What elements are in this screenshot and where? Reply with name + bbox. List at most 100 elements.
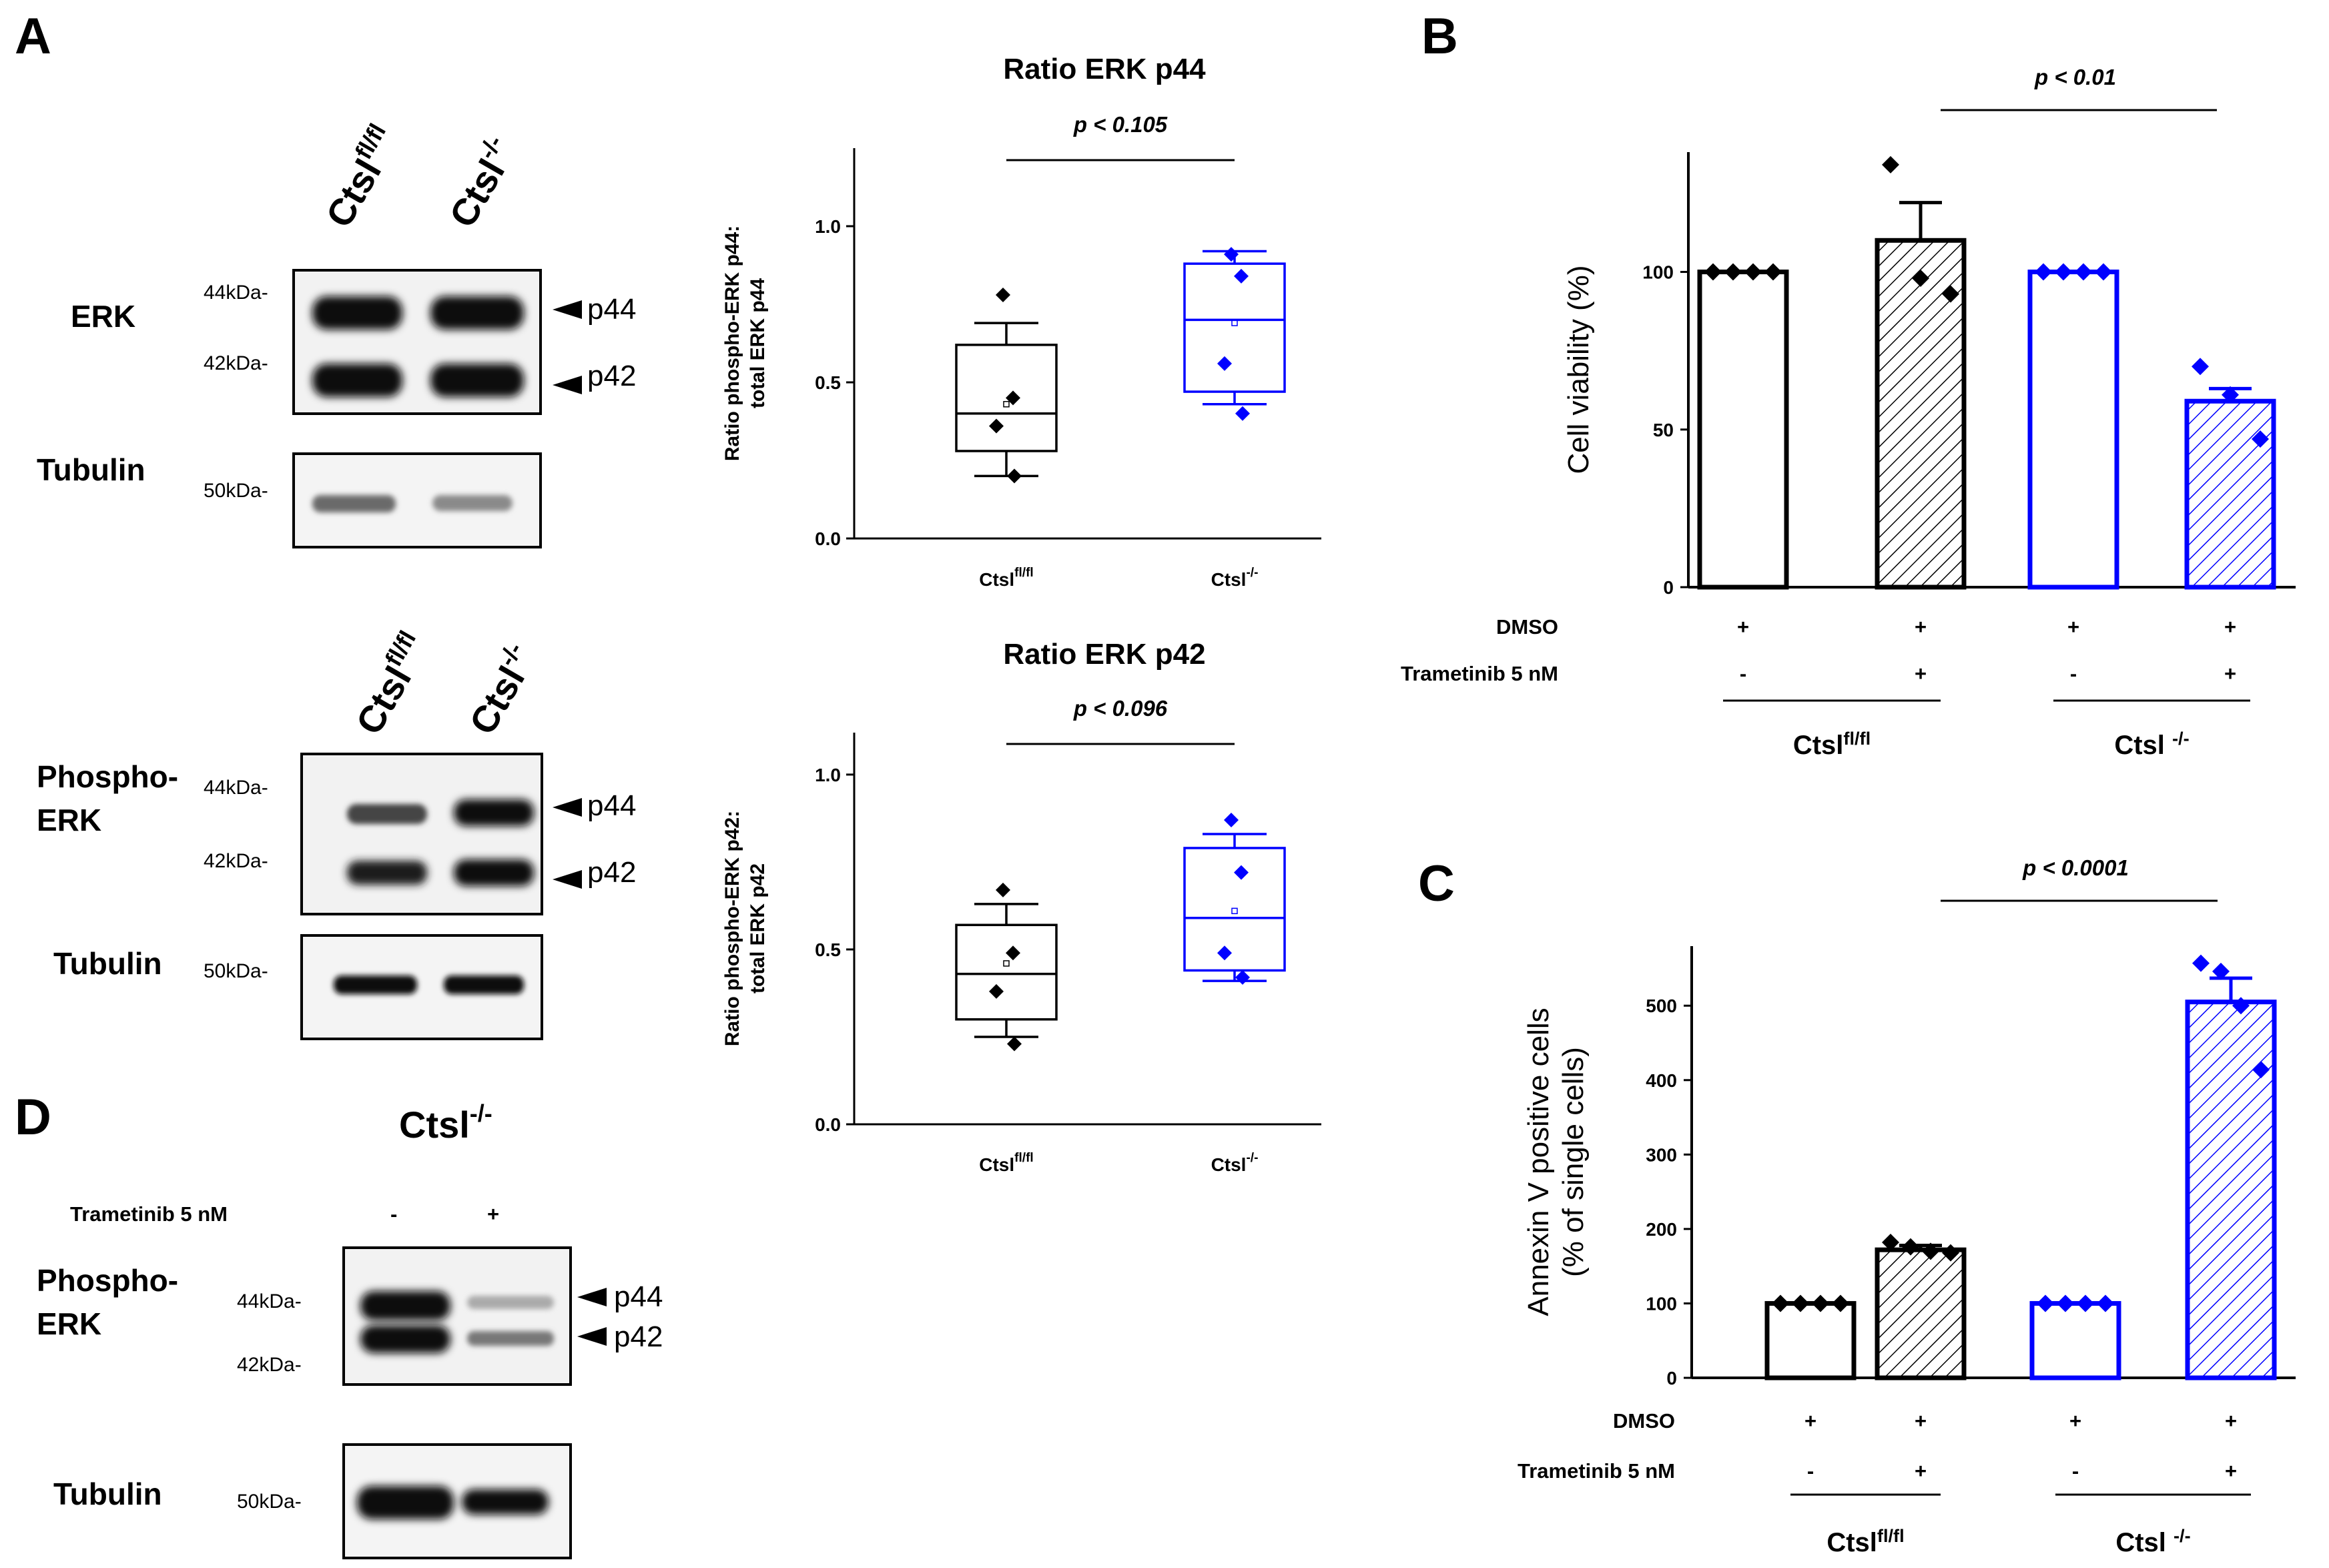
data-point bbox=[1744, 263, 1762, 281]
y-axis-label: Annexin V positive cells(% of single cel… bbox=[1522, 1008, 1590, 1316]
p-value-label: p < 0.01 bbox=[2034, 65, 2116, 89]
perk-p42-band-ko bbox=[454, 859, 534, 886]
mean-marker bbox=[1003, 401, 1010, 408]
condition-label-trametinib: Trametinib 5 nM bbox=[1401, 662, 1558, 685]
y-tick-label: 100 bbox=[1646, 1293, 1677, 1314]
box bbox=[1183, 847, 1286, 972]
data-point bbox=[2035, 263, 2052, 281]
panel-label-b: B bbox=[1421, 8, 1458, 65]
data-point bbox=[2222, 386, 2239, 404]
data-point bbox=[1234, 268, 1249, 284]
p42-arrow bbox=[577, 1327, 607, 1346]
data-point bbox=[1704, 263, 1722, 281]
p44-arrow bbox=[553, 300, 582, 319]
dmso-sign: + bbox=[2069, 1409, 2081, 1433]
data-point bbox=[996, 287, 1010, 302]
y-tick-label: 0 bbox=[1666, 1368, 1677, 1389]
phospho-erk-label-line1: Phospho- bbox=[37, 759, 178, 794]
lane-label-ctsl-ko: Ctsl-/- bbox=[458, 637, 545, 741]
data-point bbox=[1724, 263, 1742, 281]
box-chart-erk-p44: Ratio ERK p44 p < 0.105 0.0 0.5 1.0 Ratio pho… bbox=[721, 53, 1321, 590]
lane-label-ctsl-fl: Ctslfl/fl bbox=[344, 626, 438, 741]
group-label: Ctsl -/- bbox=[2115, 1525, 2190, 1557]
condition-label-dmso: DMSO bbox=[1496, 615, 1558, 639]
dmso-sign: + bbox=[1915, 615, 1927, 639]
box bbox=[1183, 262, 1286, 393]
dmso-sign: + bbox=[1804, 1409, 1816, 1433]
kda-44-marker: 44kDa- bbox=[204, 282, 268, 304]
kda-44-marker: 44kDa- bbox=[204, 777, 268, 799]
data-point bbox=[2252, 430, 2269, 448]
bar bbox=[1875, 1247, 1967, 1381]
trametinib-label: Trametinib 5 nM bbox=[70, 1202, 228, 1226]
group-label: Ctsl -/- bbox=[2114, 728, 2189, 760]
bar bbox=[1697, 270, 1789, 590]
kda-50-marker: 50kDa- bbox=[237, 1491, 302, 1513]
perk-p44-band-dmso bbox=[360, 1291, 450, 1320]
y-tick-label: 0.0 bbox=[815, 1114, 841, 1135]
data-point bbox=[1007, 1036, 1022, 1052]
perk-p42-band-fl bbox=[347, 861, 427, 885]
data-point bbox=[1007, 468, 1022, 484]
perk-p42-band-tram bbox=[467, 1331, 554, 1346]
phospho-erk-label-line2: ERK bbox=[37, 1306, 101, 1341]
kda-42-marker: 42kDa- bbox=[204, 850, 268, 872]
erk-p44-band-ko bbox=[430, 296, 524, 330]
condition-label-trametinib: Trametinib 5 nM bbox=[1518, 1459, 1675, 1483]
panel-label-a: A bbox=[15, 8, 51, 65]
data-point bbox=[989, 984, 1004, 999]
p-value-label: p < 0.096 bbox=[1073, 696, 1168, 721]
data-point bbox=[1902, 1238, 1919, 1256]
data-point bbox=[2192, 358, 2209, 376]
trametinib-sign: + bbox=[2224, 662, 2236, 685]
perk-p42-band-dmso bbox=[360, 1325, 450, 1353]
x-category-label: Ctslfl/fl bbox=[979, 566, 1033, 590]
erk-p44-band-fl bbox=[312, 296, 402, 330]
bar-chart-cell-viability: 0 50 100 Cell viability (%) + - + + + - + + DMSO Tram… bbox=[1401, 65, 2296, 760]
kda-42-marker: 42kDa- bbox=[204, 352, 268, 374]
data-point bbox=[1942, 285, 1959, 303]
p44-arrow bbox=[577, 1288, 607, 1306]
data-point bbox=[1224, 813, 1239, 828]
y-tick-label: 0.5 bbox=[815, 372, 841, 393]
data-point bbox=[1942, 1244, 1959, 1262]
data-point bbox=[989, 418, 1004, 434]
blot-a-bottom: Ctslfl/fl Ctsl-/- Phospho- ERK 44kDa- 42… bbox=[37, 626, 636, 1040]
p42-arrow bbox=[553, 376, 582, 394]
data-point bbox=[2077, 1294, 2094, 1312]
phospho-erk-label-line2: ERK bbox=[37, 803, 101, 837]
y-tick-label: 0 bbox=[1663, 577, 1674, 598]
p-value-label: p < 0.0001 bbox=[2022, 855, 2129, 880]
data-point bbox=[1006, 945, 1020, 961]
data-point bbox=[1922, 1242, 1939, 1260]
x-category-label: Ctsl-/- bbox=[1211, 1151, 1259, 1175]
data-point bbox=[2252, 1061, 2270, 1079]
data-point bbox=[2232, 997, 2250, 1015]
group-label: Ctslfl/fl bbox=[1793, 728, 1871, 760]
mean-marker bbox=[1231, 907, 1238, 915]
p42-label: p42 bbox=[587, 856, 636, 889]
data-point bbox=[2055, 263, 2072, 281]
condition-label-dmso: DMSO bbox=[1613, 1409, 1675, 1433]
trametinib-sign: - bbox=[1740, 662, 1746, 685]
x-category-label: Ctslfl/fl bbox=[979, 1151, 1033, 1175]
x-category-label: Ctsl-/- bbox=[1211, 566, 1259, 590]
y-tick-label: 0.5 bbox=[815, 939, 841, 960]
trametinib-sign: + bbox=[1915, 1459, 1927, 1483]
lane-minus: - bbox=[390, 1202, 397, 1226]
data-point bbox=[1235, 969, 1250, 985]
data-point bbox=[2095, 263, 2112, 281]
p42-label: p42 bbox=[614, 1320, 663, 1353]
data-point bbox=[2057, 1294, 2074, 1312]
blot-d-title: Ctsl-/- bbox=[399, 1100, 492, 1146]
group-label: Ctslfl/fl bbox=[1826, 1525, 1904, 1557]
panel-label-d: D bbox=[15, 1089, 51, 1146]
dmso-sign: + bbox=[2224, 615, 2236, 639]
trametinib-sign: + bbox=[2225, 1459, 2237, 1483]
tubulin-label: Tubulin bbox=[53, 1477, 162, 1511]
p42-arrow bbox=[553, 870, 582, 889]
blot-a-top: Ctslfl/fl Ctsl-/- ERK 44kDa- 42kDa- p44 … bbox=[37, 119, 636, 548]
kda-50-marker: 50kDa- bbox=[204, 960, 268, 982]
erk-p42-band-fl bbox=[312, 364, 402, 397]
